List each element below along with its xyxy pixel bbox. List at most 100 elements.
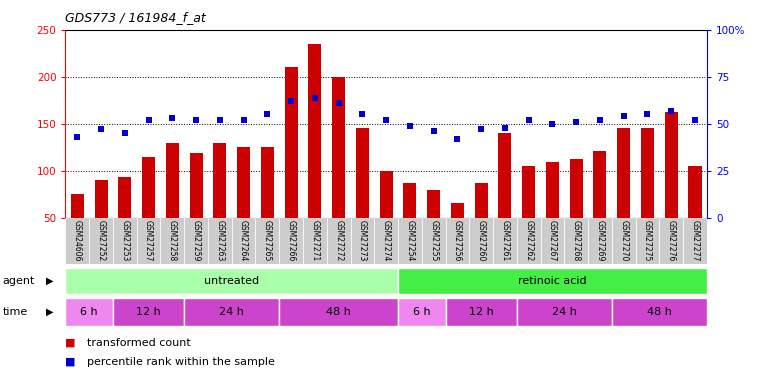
Bar bbox=[469, 217, 493, 264]
Bar bbox=[232, 217, 256, 264]
Text: GSM27264: GSM27264 bbox=[239, 220, 248, 261]
Text: GSM27263: GSM27263 bbox=[216, 220, 224, 261]
Text: GSM27267: GSM27267 bbox=[548, 220, 557, 261]
Bar bbox=[498, 133, 511, 218]
Text: 6 h: 6 h bbox=[80, 307, 98, 317]
Point bbox=[214, 117, 226, 123]
Text: GSM27269: GSM27269 bbox=[595, 220, 604, 261]
Text: transformed count: transformed count bbox=[87, 338, 191, 348]
Bar bbox=[618, 128, 631, 217]
Bar bbox=[451, 203, 464, 217]
Bar bbox=[446, 298, 517, 326]
Text: GSM27275: GSM27275 bbox=[643, 220, 652, 261]
Bar bbox=[398, 268, 707, 294]
Bar bbox=[113, 298, 184, 326]
Bar bbox=[356, 128, 369, 218]
Bar bbox=[95, 180, 108, 218]
Text: GSM24606: GSM24606 bbox=[73, 220, 82, 261]
Text: 48 h: 48 h bbox=[326, 307, 351, 317]
Bar bbox=[256, 217, 280, 264]
Bar bbox=[65, 217, 89, 264]
Text: GSM27255: GSM27255 bbox=[429, 220, 438, 261]
Text: 12 h: 12 h bbox=[469, 307, 494, 317]
Text: 24 h: 24 h bbox=[219, 307, 244, 317]
Bar bbox=[564, 217, 588, 264]
Point bbox=[499, 124, 511, 130]
Bar bbox=[688, 166, 701, 218]
Point bbox=[309, 94, 321, 100]
Bar bbox=[588, 217, 612, 264]
Bar bbox=[261, 147, 274, 218]
Point bbox=[570, 119, 582, 125]
Bar bbox=[184, 298, 280, 326]
Bar bbox=[665, 112, 678, 218]
Bar bbox=[474, 183, 487, 218]
Point bbox=[427, 128, 440, 134]
Text: GSM27253: GSM27253 bbox=[120, 220, 129, 261]
Point bbox=[451, 136, 464, 142]
Point bbox=[190, 117, 203, 123]
Bar bbox=[403, 183, 417, 218]
Bar bbox=[517, 217, 541, 264]
Text: GSM27273: GSM27273 bbox=[358, 220, 367, 261]
Point bbox=[357, 111, 369, 117]
Text: GSM27277: GSM27277 bbox=[691, 220, 699, 261]
Bar bbox=[237, 147, 250, 218]
Bar bbox=[65, 268, 398, 294]
Bar bbox=[142, 157, 155, 218]
Point bbox=[333, 100, 345, 106]
Point bbox=[403, 123, 416, 129]
Text: retinoic acid: retinoic acid bbox=[518, 276, 587, 286]
Bar bbox=[184, 217, 208, 264]
Bar bbox=[65, 298, 113, 326]
Bar bbox=[119, 177, 132, 218]
Text: GSM27266: GSM27266 bbox=[286, 220, 296, 261]
Text: GSM27260: GSM27260 bbox=[477, 220, 486, 261]
Text: GSM27261: GSM27261 bbox=[500, 220, 510, 261]
Bar bbox=[635, 217, 659, 264]
Bar bbox=[208, 217, 232, 264]
Point bbox=[380, 117, 392, 123]
Text: 6 h: 6 h bbox=[413, 307, 430, 317]
Bar bbox=[612, 217, 635, 264]
Point bbox=[475, 126, 487, 132]
Point bbox=[166, 115, 179, 121]
Point bbox=[261, 111, 273, 117]
Text: GDS773 / 161984_f_at: GDS773 / 161984_f_at bbox=[65, 11, 206, 24]
Text: ■: ■ bbox=[65, 338, 76, 348]
Point bbox=[95, 126, 107, 132]
Text: GSM27254: GSM27254 bbox=[406, 220, 414, 261]
Text: agent: agent bbox=[2, 276, 35, 286]
Bar bbox=[659, 217, 683, 264]
Text: GSM27257: GSM27257 bbox=[144, 220, 153, 261]
Text: GSM27259: GSM27259 bbox=[192, 220, 201, 261]
Text: ■: ■ bbox=[65, 357, 76, 367]
Bar bbox=[546, 162, 559, 218]
Text: GSM27265: GSM27265 bbox=[263, 220, 272, 261]
Text: GSM27270: GSM27270 bbox=[619, 220, 628, 261]
Bar bbox=[541, 217, 564, 264]
Text: GSM27252: GSM27252 bbox=[96, 220, 105, 261]
Point bbox=[594, 117, 606, 123]
Bar bbox=[398, 217, 422, 264]
Bar bbox=[427, 190, 440, 217]
Bar bbox=[350, 217, 374, 264]
Bar bbox=[137, 217, 160, 264]
Bar bbox=[308, 44, 321, 218]
Bar bbox=[493, 217, 517, 264]
Text: ▶: ▶ bbox=[46, 307, 54, 317]
Bar bbox=[380, 171, 393, 217]
Point bbox=[689, 117, 701, 123]
Text: GSM27268: GSM27268 bbox=[571, 220, 581, 261]
Bar bbox=[189, 153, 203, 218]
Bar bbox=[89, 217, 113, 264]
Text: GSM27271: GSM27271 bbox=[310, 220, 320, 261]
Bar bbox=[374, 217, 398, 264]
Bar bbox=[570, 159, 583, 218]
Point bbox=[285, 98, 297, 104]
Text: 12 h: 12 h bbox=[136, 307, 161, 317]
Bar bbox=[332, 77, 345, 218]
Bar bbox=[594, 151, 607, 217]
Text: percentile rank within the sample: percentile rank within the sample bbox=[87, 357, 275, 367]
Text: untreated: untreated bbox=[204, 276, 259, 286]
